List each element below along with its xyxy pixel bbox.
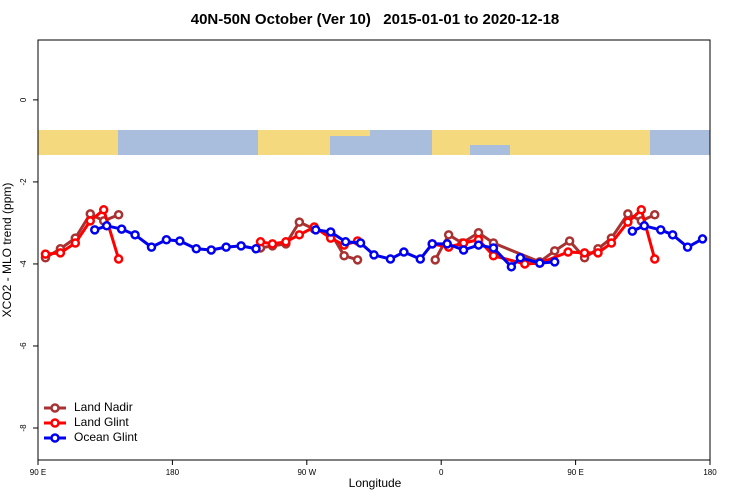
data-point <box>191 244 202 254</box>
map-strip <box>38 130 710 155</box>
data-point <box>667 230 678 240</box>
plot-frame <box>37 39 711 461</box>
data-point <box>369 250 379 260</box>
data-point <box>506 262 517 272</box>
data-point <box>488 243 499 253</box>
data-point <box>146 242 157 252</box>
y-tick-label: -2 <box>19 178 28 186</box>
data-point <box>55 248 66 258</box>
y-tick-label: -6 <box>19 342 28 350</box>
x-axis-label: Longitude <box>349 476 402 490</box>
legend-label: Land Glint <box>74 415 129 429</box>
legend-label: Ocean Glint <box>74 430 138 444</box>
data-point <box>352 255 363 265</box>
data-point <box>636 205 647 215</box>
data-point <box>535 258 545 268</box>
data-point <box>325 227 336 237</box>
data-point <box>294 217 305 227</box>
y-axis-label: XCO2 - MLO trend (ppm) <box>0 183 14 318</box>
x-tick-label: 90 W <box>297 468 316 477</box>
data-point <box>311 225 321 235</box>
x-tick-label: 180 <box>166 468 180 477</box>
data-point <box>458 245 469 255</box>
data-point <box>339 250 349 261</box>
x-tick-label: 90 E <box>567 468 583 477</box>
data-point <box>415 254 426 264</box>
data-point <box>70 238 81 248</box>
data-point <box>267 239 278 249</box>
data-point <box>355 238 366 248</box>
data-point <box>649 209 660 220</box>
data-point <box>549 246 560 256</box>
data-point <box>623 209 633 219</box>
data-point <box>236 241 246 251</box>
data-point <box>563 247 573 257</box>
data-point <box>101 221 112 231</box>
data-point <box>443 230 454 240</box>
data-point <box>579 248 590 258</box>
x-tick-label: 180 <box>703 468 717 477</box>
data-point <box>430 255 440 265</box>
data-point <box>251 244 261 254</box>
data-point <box>473 240 484 250</box>
y-tick-label: -4 <box>19 260 28 268</box>
legend-label: Land Nadir <box>74 400 133 414</box>
data-point <box>113 254 124 264</box>
data-point <box>98 205 109 215</box>
x-tick-label: 90 E <box>30 468 46 477</box>
data-point <box>294 230 305 240</box>
data-point <box>130 230 140 240</box>
data-point <box>340 237 351 247</box>
legend-marker <box>50 433 60 443</box>
data-point <box>113 209 124 220</box>
data-point <box>593 248 603 258</box>
legend-marker <box>50 403 60 413</box>
data-point <box>623 217 633 227</box>
data-point <box>682 242 693 252</box>
x-tick-label: 0 <box>439 468 444 477</box>
data-point <box>442 239 452 249</box>
data-point <box>427 239 437 249</box>
data-point <box>627 226 638 236</box>
data-point <box>649 254 660 264</box>
data-point <box>255 237 266 247</box>
data-point <box>564 236 575 246</box>
y-tick-label: -8 <box>19 424 28 432</box>
data-point <box>515 253 526 263</box>
data-point <box>281 237 291 247</box>
y-tick-label: 0 <box>19 97 28 102</box>
data-point <box>488 250 499 261</box>
data-point <box>40 249 51 259</box>
data-point <box>206 245 216 255</box>
data-point <box>175 236 185 246</box>
legend-marker <box>50 418 60 428</box>
data-point <box>161 234 172 245</box>
data-point <box>655 225 666 235</box>
chart-title: 40N-50N October (Ver 10) 2015-01-01 to 2… <box>191 11 560 28</box>
data-point <box>385 254 396 264</box>
data-point <box>89 225 100 235</box>
data-point <box>639 221 650 231</box>
data-point <box>606 238 617 248</box>
data-point <box>85 216 96 226</box>
data-point <box>221 242 231 252</box>
data-point <box>399 247 409 257</box>
data-point <box>116 224 127 234</box>
data-point <box>549 257 560 267</box>
data-point <box>697 234 708 244</box>
